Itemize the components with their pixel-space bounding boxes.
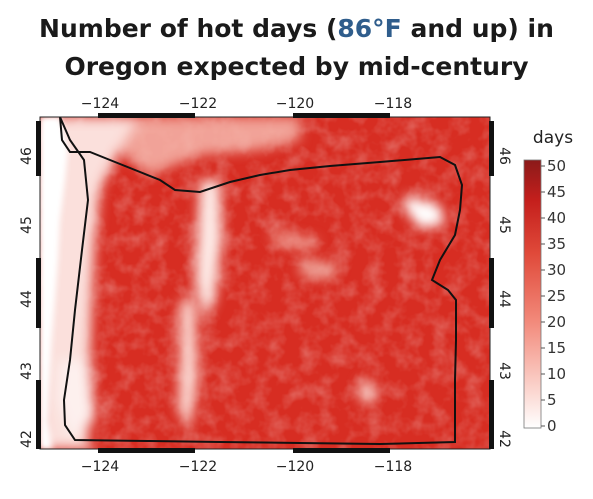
colorbar-tick-label: 40 (547, 209, 566, 227)
heat-texture (40, 117, 490, 449)
colorbar-tick-label: 20 (547, 313, 566, 331)
latitude-ticks-left: 46 45 44 43 42 (19, 147, 35, 448)
lon-tick-label: −122 (179, 459, 217, 475)
lat-tick-label: 46 (19, 147, 35, 165)
lat-tick-label: 46 (496, 147, 512, 165)
lon-tick-label: −124 (81, 459, 120, 475)
oregon-state-border (59, 117, 464, 446)
lon-tick-label: −124 (81, 96, 120, 112)
title-text-pre: Number of hot days ( (39, 14, 338, 43)
lat-tick-label: 45 (19, 216, 35, 234)
colorbar-tick-label: 45 (547, 183, 566, 201)
longitude-ticks-bottom: −124 −122 −120 −118 (81, 459, 412, 475)
colorbar-tick-label: 35 (547, 235, 566, 253)
frame-scale-bars (36, 113, 494, 453)
colorbar-tick-label: 10 (547, 365, 566, 383)
lon-tick-label: −118 (374, 96, 412, 112)
lat-tick-label: 43 (496, 362, 512, 380)
colorbar-tick-label: 0 (547, 417, 557, 435)
lat-tick-label: 42 (496, 430, 512, 448)
longitude-ticks-top: −124 −122 −120 −118 (81, 96, 412, 112)
map-panel (40, 117, 490, 449)
lat-tick-label: 44 (496, 290, 512, 308)
lat-tick-label: 45 (496, 216, 512, 234)
lat-tick-label: 42 (19, 430, 35, 448)
map-title-line-1: Number of hot days (86°F and up) in (0, 14, 593, 44)
colorbar-tick-label: 50 (547, 157, 566, 175)
colorbar-tick-label: 5 (547, 391, 557, 409)
colorbar-tick-label: 30 (547, 261, 566, 279)
map-title-line-2: Oregon expected by mid-century (64, 52, 529, 81)
title-temperature-highlight: 86°F (337, 14, 402, 43)
ocean-area (40, 117, 68, 449)
title-text-post: and up) in (401, 14, 554, 43)
cool-zones (40, 117, 445, 449)
colorbar-tick-label: 15 (547, 339, 566, 357)
lon-tick-label: −120 (276, 459, 314, 475)
columbia-river (61, 139, 71, 153)
colorbar-tick-label: 25 (547, 287, 566, 305)
lat-tick-label: 44 (19, 290, 35, 308)
lon-tick-label: −120 (276, 96, 314, 112)
lat-tick-label: 43 (19, 362, 35, 380)
colorbar-label: days (533, 128, 573, 148)
lon-tick-label: −118 (374, 459, 412, 475)
lon-tick-label: −122 (179, 96, 217, 112)
colorbar-gradient (523, 159, 542, 429)
latitude-ticks-right: 46 45 44 43 42 (496, 147, 512, 448)
